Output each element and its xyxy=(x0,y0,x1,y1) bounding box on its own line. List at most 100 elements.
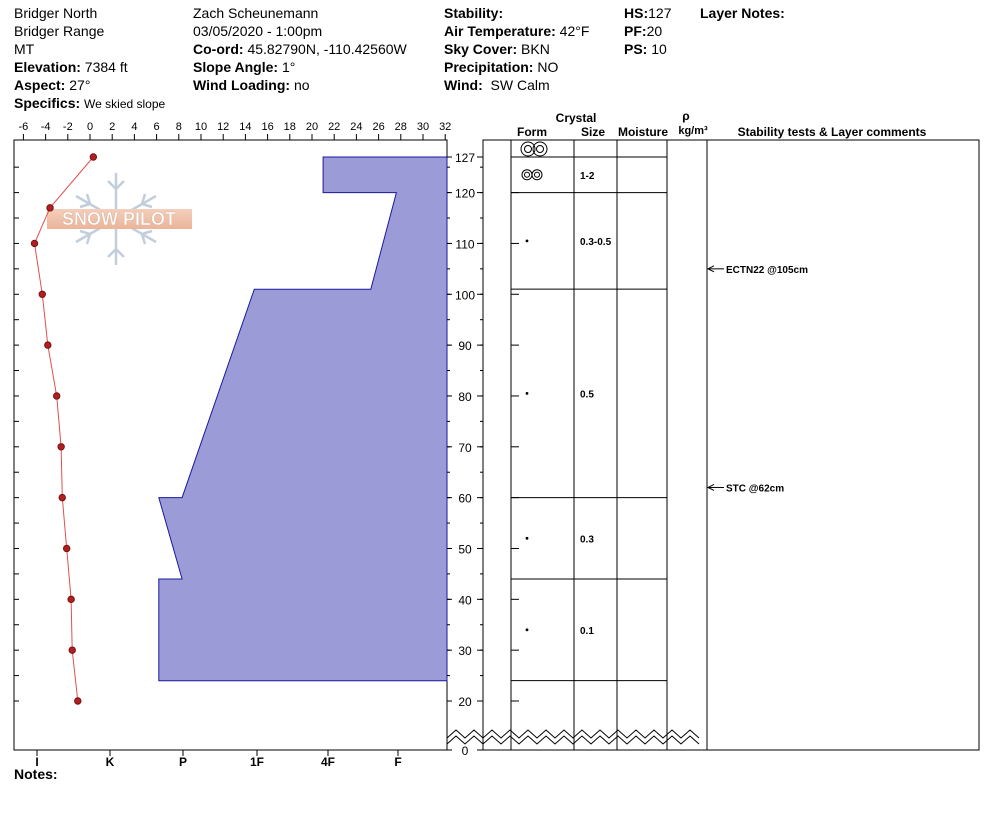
coordinates: Co-ord: 45.82790N, -110.42560W xyxy=(193,41,407,57)
location-line3: MT xyxy=(14,41,35,57)
depth-tick-label: 50 xyxy=(458,542,472,556)
temperature-point xyxy=(46,204,54,212)
air-temperature-value: 42°F xyxy=(559,23,590,39)
pf: PF:20 xyxy=(624,23,663,39)
layer-size: 0.1 xyxy=(580,626,594,637)
temperature-tick-label: 32 xyxy=(439,121,451,133)
depth-tick-label: 0 xyxy=(462,744,469,758)
temperature-tick-label: 0 xyxy=(87,121,93,133)
depth-tick-label: 30 xyxy=(458,644,472,658)
temperature-tick-label: 2 xyxy=(109,121,115,133)
comments-header: Stability tests & Layer comments xyxy=(738,125,927,139)
aspect: Aspect: 27° xyxy=(14,77,91,93)
stability: Stability: xyxy=(444,5,504,21)
sky-cover-value: BKN xyxy=(521,41,550,57)
layer-notes-label: Layer Notes: xyxy=(700,5,785,21)
precipitation-value: NO xyxy=(537,59,559,75)
temperature-tick-label: 28 xyxy=(395,121,407,133)
hardness-tick-label: K xyxy=(106,755,115,769)
temperature-tick-label: 14 xyxy=(239,121,251,133)
crystal-dot-icon xyxy=(525,392,529,395)
temperature-tick-label: 20 xyxy=(306,121,318,133)
depth-tick-label: 40 xyxy=(458,593,472,607)
temperature-tick-label: 26 xyxy=(372,121,384,133)
temperature-point xyxy=(44,341,52,349)
temperature-tick-label: 8 xyxy=(176,121,182,133)
depth-tick-label: 70 xyxy=(458,441,472,455)
hardness-tick-label: I xyxy=(35,755,38,769)
temperature-tick-label: 24 xyxy=(350,121,362,133)
temperature-point xyxy=(38,290,46,298)
depth-tick-label: 20 xyxy=(458,695,472,709)
snowpilot-logo: SNOW PILOT xyxy=(47,173,192,265)
temperature-point xyxy=(30,239,39,248)
slope-angle-value: 1° xyxy=(281,59,296,75)
logo-text: SNOW PILOT xyxy=(62,209,176,229)
datetime: 03/05/2020 - 1:00pm xyxy=(193,23,323,39)
depth-tick-label: 60 xyxy=(458,492,472,506)
depth-break-zigzag xyxy=(446,729,700,739)
depth-tick-label: 120 xyxy=(455,187,475,201)
precipitation: Precipitation: NO xyxy=(444,59,559,75)
crystal-dot-icon xyxy=(525,628,529,632)
layer-size: 0.3-0.5 xyxy=(580,237,612,248)
air-temperature: Air Temperature: 42°F xyxy=(444,23,590,39)
depth-tick-label: 127 xyxy=(455,151,475,165)
temperature-tick-label: 16 xyxy=(261,121,273,133)
elevation: Elevation: 7384 ft xyxy=(14,59,128,75)
rounds-icon xyxy=(521,169,533,181)
depth-axis: 127 120 110 100 90 80 70 60 50 40 30 20 0 xyxy=(447,151,519,758)
layer-table-frame xyxy=(482,139,980,751)
notes-label: Notes: xyxy=(14,766,58,782)
coordinates-value: 45.82790N, -110.42560W xyxy=(247,41,407,57)
hs: HS:127 xyxy=(624,5,672,21)
hardness-tick-label: 1F xyxy=(250,755,264,769)
temperature-axis: -6 -4 -2 0 2 4 6 8 10 12 14 16 18 20 22 24 26 28 30 32 xyxy=(14,121,451,702)
aspect-value: 27° xyxy=(69,77,91,93)
specifics: Specifics: We skied slope xyxy=(14,95,166,111)
ps: PS: 10 xyxy=(624,41,667,57)
elevation-value: 7384 ft xyxy=(84,59,128,75)
temperature-tick-label: -6 xyxy=(19,121,29,133)
temperature-point xyxy=(57,443,65,451)
temperature-tick-label: -2 xyxy=(63,121,73,133)
temperature-tick-label: 10 xyxy=(195,121,207,133)
temperature-point xyxy=(67,595,75,604)
temperature-profile-line xyxy=(33,156,94,702)
slope-angle: Slope Angle: 1° xyxy=(193,59,296,75)
hardness-tick-label: 4F xyxy=(321,755,335,769)
temperature-point xyxy=(58,493,66,502)
temperature-tick-label: 4 xyxy=(131,121,137,133)
wind-value: SW Calm xyxy=(490,77,550,93)
moisture-header: Moisture xyxy=(618,125,668,139)
crystal-dot-icon xyxy=(525,239,529,243)
size-header: Size xyxy=(581,125,605,139)
stability-test-label: STC @62cm xyxy=(726,483,784,494)
rounds-icon xyxy=(520,141,536,157)
layer-size: 1-2 xyxy=(580,171,595,182)
depth-tick-label: 110 xyxy=(455,237,474,251)
density-symbol: ρ xyxy=(682,109,689,123)
hardness-axis: I K P 1F 4F F xyxy=(35,750,402,769)
temperature-tick-label: 30 xyxy=(417,121,429,133)
wind-loading: Wind Loading: no xyxy=(193,77,310,93)
depth-tick-label: 100 xyxy=(455,288,475,302)
location-line2: Bridger Range xyxy=(14,23,105,39)
specifics-value: We skied slope xyxy=(84,97,166,111)
temperature-tick-label: -4 xyxy=(41,121,51,133)
hardness-tick-label: F xyxy=(394,755,401,769)
wind-loading-value: no xyxy=(293,77,310,93)
layer-size: 0.3 xyxy=(580,534,594,545)
sky-cover: Sky Cover: BKN xyxy=(444,41,550,57)
form-header: Form xyxy=(517,125,547,139)
layer-size: 0.5 xyxy=(580,389,594,400)
temperature-tick-label: 12 xyxy=(217,121,229,133)
temperature-point xyxy=(74,697,82,705)
observer: Zach Scheunemann xyxy=(193,5,319,21)
pf-value: 20 xyxy=(646,23,663,39)
crystal-header: Crystal xyxy=(556,111,597,125)
density-unit: kg/m³ xyxy=(678,125,708,137)
depth-tick-label: 90 xyxy=(458,339,472,353)
temperature-tick-label: 18 xyxy=(284,121,296,133)
